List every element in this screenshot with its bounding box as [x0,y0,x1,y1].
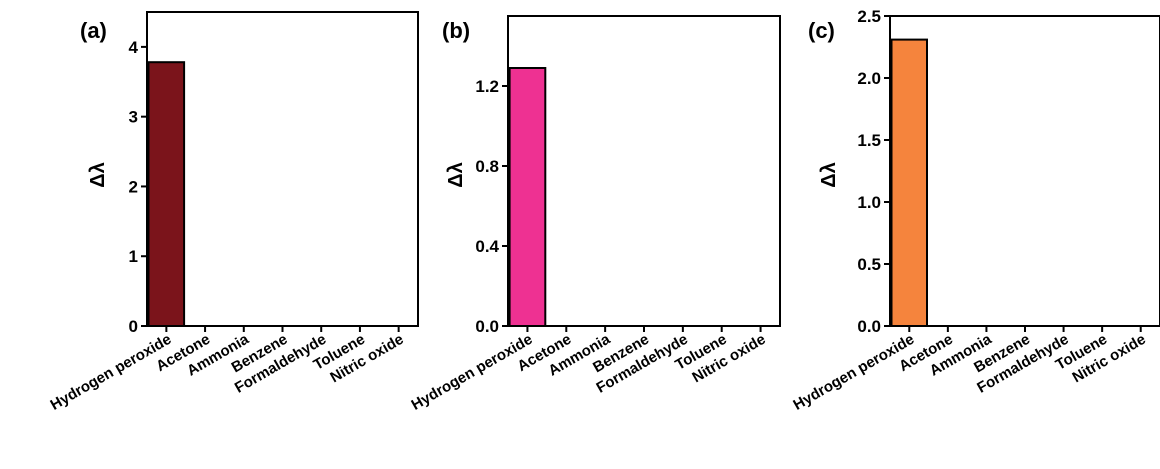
y-tick-label: 2 [129,177,138,196]
x-category-label: Hydrogen peroxide [47,331,174,414]
y-tick-label: 0.0 [475,317,499,336]
plot-frame [507,15,781,327]
y-tick-label: 1.5 [857,131,881,150]
y-tick-label: 0.0 [857,317,881,336]
plot-frame [889,15,1160,327]
y-tick-label: 1.0 [857,193,881,212]
y-tick-label: 0 [129,317,138,336]
panel-letter: (c) [808,18,835,43]
y-axis-label: Δλ [818,162,840,188]
y-tick-label: 0.5 [857,255,881,274]
bar-hydrogen-peroxide [890,38,928,327]
y-tick-label: 0.8 [475,157,499,176]
x-category-label: Hydrogen peroxide [790,331,917,414]
bar-hydrogen-peroxide [147,61,186,327]
y-axis-label: Δλ [87,162,109,188]
panel-letter: (b) [442,18,470,43]
y-tick-label: 3 [129,108,138,127]
y-tick-label: 2.0 [857,69,881,88]
y-axis-label: Δλ [445,162,467,188]
x-category-label: Hydrogen peroxide [409,331,536,414]
plot-frame [146,11,419,327]
bar-hydrogen-peroxide [508,67,547,327]
y-tick-label: 0.4 [475,237,499,256]
y-tick-label: 1 [129,247,138,266]
y-tick-label: 4 [129,38,139,57]
y-tick-label: 1.2 [475,77,499,96]
panel-letter: (a) [80,18,107,43]
y-tick-label: 2.5 [857,7,881,26]
